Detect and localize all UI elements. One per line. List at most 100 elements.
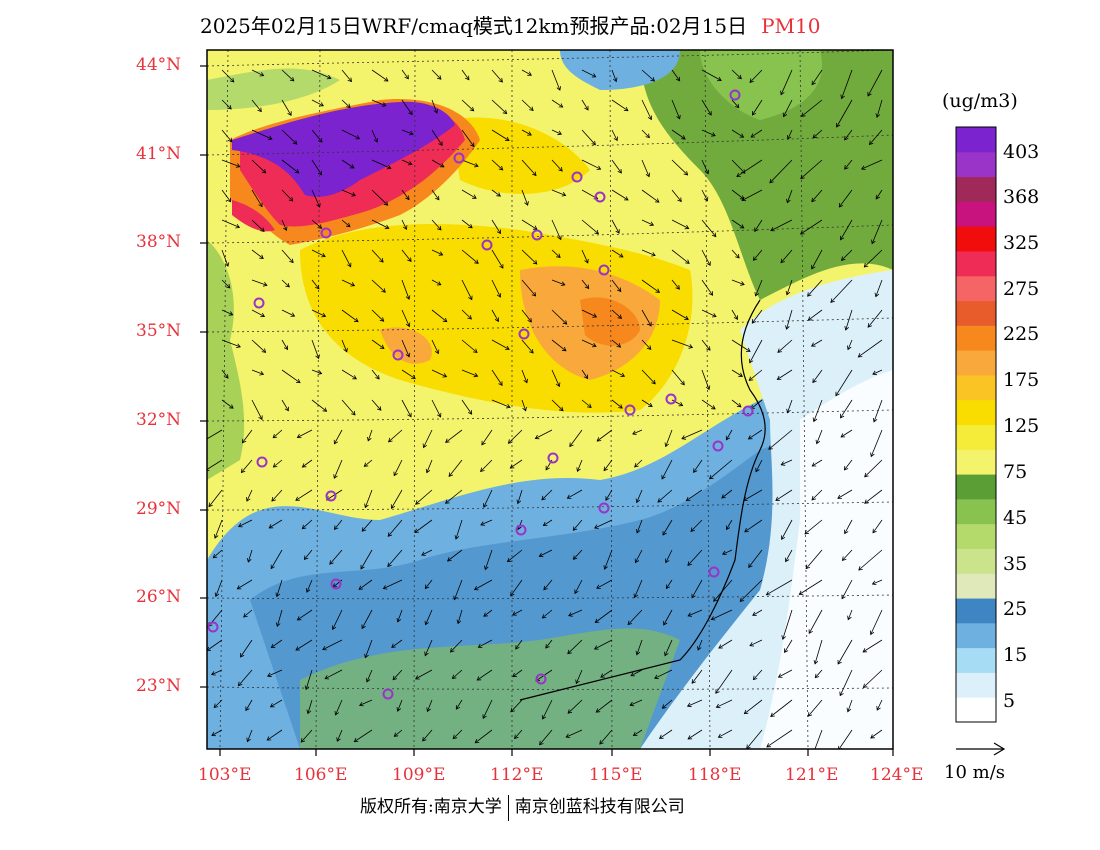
wind-arrow [801,99,823,117]
wind-arrow [480,519,493,526]
wind-arrow-head [498,77,503,83]
wind-arrow [461,189,477,199]
wind-arrow-head [565,733,571,738]
wind-arrow-head [747,435,753,440]
wind-arrow-head [435,195,440,201]
wind-arrow [431,309,448,323]
wind-arrow [807,699,823,717]
wind-arrow [813,399,823,422]
wind-arrow [574,579,583,594]
colorbar-swatch [956,697,996,723]
credit-left: 版权所有:南京大学 [360,797,502,817]
wind-arrow-head [688,344,694,349]
wind-arrow [844,159,853,170]
wind-arrow [641,399,653,407]
wind-arrow [517,489,523,504]
wind-arrow-head [224,262,230,267]
wind-arrow [207,639,223,651]
wind-arrow-head [555,382,561,388]
wind-arrow [641,159,650,177]
wind-arrow-head [812,752,816,756]
wind-arrow-head [807,292,812,297]
wind-arrow-head [343,347,348,353]
wind-arrow-head [289,258,294,264]
wind-arrow [577,459,583,472]
wind-arrow-head [558,167,563,172]
wind-arrow-head [288,197,294,202]
wind-arrow [207,429,223,440]
wind-arrow [431,339,439,354]
wind-arrow [424,639,433,656]
wind-arrow [551,99,563,108]
wind-arrow-head [775,496,780,501]
wind-arrow [242,429,253,444]
station-marker [624,404,636,416]
wind-arrow [750,129,763,138]
colorbar-label: 15 [1003,644,1028,666]
wind-arrow [551,69,561,91]
wind-arrow [665,429,673,447]
wind-arrow [581,279,590,289]
wind-arrow-head [449,648,455,653]
wind-arrow [845,309,853,331]
wind-arrow-head [381,288,386,293]
wind-arrow [599,729,613,745]
wind-arrow [611,309,622,319]
wind-arrow [872,369,883,375]
wind-arrow-head [473,372,479,378]
wind-arrow-head [301,524,307,530]
wind-arrow-head [675,285,680,290]
wind-arrow [567,489,583,499]
wind-arrow-head [379,317,385,322]
wind-arrow [371,279,386,293]
wind-arrow [245,699,253,711]
wind-arrow-head [381,102,387,107]
wind-arrow [748,369,763,381]
wind-arrow-head [436,225,442,231]
colorbar-swatch [956,151,996,178]
station-marker [729,89,741,101]
wind-arrow-head [287,111,292,116]
wind-arrow-head [556,253,561,259]
wind-arrow [611,399,623,409]
wind-arrow-head [600,673,605,678]
wind-arrow [281,339,288,350]
wind-arrow-head [875,113,881,118]
wind-arrow [281,369,301,384]
wind-arrow [371,339,385,349]
wind-arrow-head [651,252,656,257]
station-marker [547,452,559,464]
wind-arrow [461,399,473,415]
wind-arrow [276,579,283,597]
wind-arrow [461,339,478,353]
wind-arrow-head [567,709,573,714]
lat-label: 44°N [136,55,182,75]
wind-arrow-head [708,291,714,296]
wind-arrow [431,279,441,286]
wind-arrow [251,159,266,174]
wind-arrow [581,219,599,235]
wind-arrow [687,699,703,707]
wind-arrow-head [836,122,841,128]
wind-arrow [304,549,313,560]
wind-arrow-head [663,620,668,626]
lon-label: 115°E [589,765,643,785]
wind-arrow-head [358,585,364,590]
wind-arrow [766,579,793,596]
wind-reference-arrow [956,742,1006,756]
wind-arrow-head [752,611,757,616]
colorbar-swatch [956,350,996,376]
lon-label: 103°E [198,765,252,785]
wind-arrow [572,519,583,531]
wind-arrow [237,579,253,590]
wind-arrow-head [754,291,759,297]
wind-arrow [687,549,703,566]
wind-arrow-head [316,202,321,208]
wind-arrow [867,309,883,328]
wind-arrow-head [685,496,691,502]
wind-arrow-head [333,525,339,531]
wind-arrow [431,129,443,146]
wind-arrow-head [594,618,600,623]
wind-arrow [664,639,673,656]
